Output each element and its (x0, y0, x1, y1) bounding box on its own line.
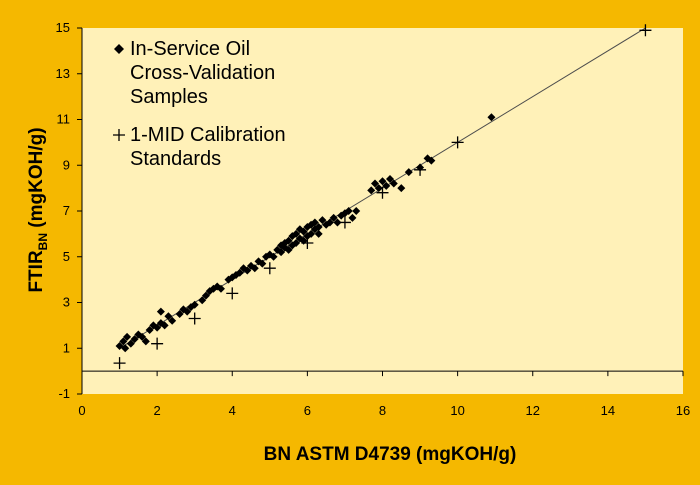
sample-point (292, 239, 301, 248)
x-tick-label: 10 (450, 403, 464, 418)
x-tick-label: 8 (379, 403, 386, 418)
legend-label: 1-MID Calibration (130, 124, 286, 146)
sample-point (119, 337, 128, 346)
calibration-point (301, 237, 314, 250)
calibration-point (188, 312, 201, 325)
calibration-point (451, 136, 464, 149)
sample-point (198, 296, 207, 305)
x-tick-label: 4 (229, 403, 236, 418)
sample-point (404, 168, 413, 177)
sample-point (156, 307, 165, 316)
y-tick-label: 11 (57, 112, 71, 127)
calibration-point (263, 262, 276, 275)
sample-point (284, 236, 293, 245)
calibration-point (414, 163, 427, 176)
y-tick-label: 5 (63, 249, 70, 264)
sample-point (130, 335, 139, 344)
sample-point (168, 316, 177, 325)
sample-point (307, 229, 316, 238)
sample-point (314, 229, 323, 238)
sample-point (389, 179, 398, 188)
sample-point (487, 113, 496, 122)
sample-point (201, 291, 210, 300)
calibration-point (113, 357, 126, 370)
legend-plus-icon (113, 129, 125, 141)
sample-point (329, 213, 338, 222)
sample-point (344, 207, 353, 215)
sample-point (318, 216, 327, 225)
x-tick-label: 14 (601, 403, 615, 418)
legend-label: Samples (130, 86, 208, 108)
plot-area (82, 28, 683, 394)
sample-point (367, 186, 376, 195)
y-axis-title-suffix: (mgKOH/g) (26, 127, 47, 233)
sample-point (216, 284, 225, 293)
legend-diamond-icon (114, 44, 124, 54)
sample-point (374, 184, 383, 193)
sample-point (382, 181, 391, 190)
sample-point (190, 300, 199, 309)
sample-point (352, 207, 361, 215)
calibration-point (338, 216, 351, 229)
x-tick-label: 6 (304, 403, 311, 418)
sample-point (126, 339, 135, 348)
sample-point (269, 252, 278, 261)
sample-point (123, 332, 132, 341)
sample-point (333, 218, 342, 227)
axes (77, 27, 684, 395)
sample-point (397, 184, 406, 193)
sample-point (121, 344, 130, 353)
sample-point (164, 312, 173, 321)
sample-point (378, 177, 387, 186)
sample-point (370, 179, 379, 188)
y-tick-label: 13 (56, 66, 70, 81)
x-tick-label: 16 (676, 403, 690, 418)
legend-label: Cross-Validation (130, 62, 275, 84)
sample-point (299, 227, 308, 236)
sample-point (258, 259, 267, 268)
sample-point (325, 218, 334, 227)
calibration-point (639, 24, 652, 37)
sample-point (145, 325, 154, 334)
sample-point (175, 309, 184, 318)
sample-point (348, 213, 357, 222)
sample-point (427, 156, 436, 165)
y-axis-title: FTIRBN (mgKOH/g) (26, 127, 50, 292)
sample-point (183, 307, 192, 316)
x-tick-label: 12 (526, 403, 540, 418)
legend-label: Standards (130, 148, 221, 170)
x-axis-title: BN ASTM D4739 (mgKOH/g) (264, 444, 517, 465)
sample-point (243, 266, 252, 275)
data-points (113, 24, 652, 370)
sample-point (160, 321, 169, 330)
calibration-point (376, 186, 389, 199)
y-tick-label: 3 (63, 295, 70, 310)
x-tick-label: 0 (78, 403, 85, 418)
y-tick-label: 7 (63, 203, 70, 218)
sample-point (141, 337, 150, 346)
sample-point (386, 174, 395, 183)
calibration-point (226, 287, 239, 300)
sample-point (138, 332, 147, 341)
y-tick-label: -1 (58, 386, 70, 401)
sample-point (153, 323, 162, 332)
sample-point (314, 223, 323, 232)
sample-point (284, 245, 293, 254)
x-tick-label: 2 (154, 403, 161, 418)
sample-point (250, 264, 259, 273)
legend-label: In-Service Oil (130, 38, 250, 60)
sample-point (310, 218, 319, 227)
y-axis-title-main: FTIR (26, 250, 47, 292)
sample-point (235, 268, 244, 277)
y-tick-label: 9 (63, 157, 70, 172)
y-tick-label: 15 (56, 20, 70, 35)
sample-point (277, 248, 286, 257)
y-axis-title-subscript: BN (36, 233, 50, 250)
y-tick-label: 1 (63, 340, 70, 355)
sample-point (292, 229, 301, 238)
calibration-point (151, 337, 164, 350)
